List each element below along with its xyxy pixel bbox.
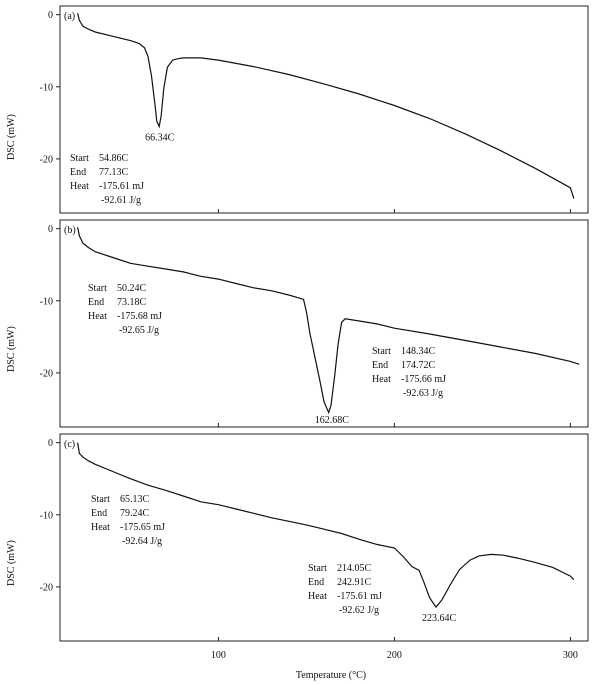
panel-b-ann-start-label: Start: [372, 346, 391, 357]
panel-b-annotation: Start 148.34C End 174.72C Heat -175.66 m…: [372, 346, 446, 399]
panel-b-frame: [59, 219, 589, 428]
panel-c-annotation: Start 214.05C End 242.91C Heat -175.61 m…: [308, 563, 382, 616]
panel-a-ann-end-label: End: [70, 167, 86, 178]
panel-c-side-start-label: Start: [91, 494, 110, 505]
panel-c-side-end-value: 79.24C: [120, 508, 150, 519]
panel-b-ylabel: DSC (mW): [6, 326, 17, 372]
panel-a-ann-start-label: Start: [70, 153, 89, 164]
x-tick-label: 200: [387, 650, 402, 661]
panel-b-ann-end-label: End: [372, 360, 388, 371]
panel-b-ann-end-value: 174.72C: [401, 360, 436, 371]
panel-b-yticks: 0 -10 -20: [40, 224, 60, 379]
panel-b-ann-heat-label: Heat: [372, 374, 391, 385]
panel-a-curve: [77, 13, 575, 199]
panel-c-ytick-label: 0: [48, 438, 53, 449]
panel-b-side-heat-value: -175.68 mJ: [117, 311, 162, 322]
x-axis-ticks: 100 200 300: [211, 209, 578, 661]
panel-c-yticks: 0 -10 -20: [40, 438, 60, 593]
panel-c-side-specific-heat: -92.64 J/g: [122, 536, 162, 547]
panel-b-ytick-label: 0: [48, 224, 53, 235]
panel-a-ylabel: DSC (mW): [6, 114, 17, 160]
panel-c-side-end-label: End: [91, 508, 107, 519]
panel-b-ytick-label: -20: [40, 368, 53, 379]
panel-c: (c) DSC (mW) 0 -10 -20 223.64C Start 65.13…: [6, 433, 589, 642]
panel-c-ann-heat-value: -175.61 mJ: [337, 591, 382, 602]
panel-a-ann-heat-label: Heat: [70, 181, 89, 192]
panel-a-frame: [59, 5, 589, 214]
panel-c-side-heat-label: Heat: [91, 522, 110, 533]
panel-c-ytick-label: -20: [40, 582, 53, 593]
panel-a-ann-heat-value: -175.61 mJ: [99, 181, 144, 192]
panel-b-ann-heat-value: -175.66 mJ: [401, 374, 446, 385]
panel-b-side-specific-heat: -92.65 J/g: [119, 325, 159, 336]
panel-b-side-start-label: Start: [88, 283, 107, 294]
panel-b-ytick-label: -10: [40, 296, 53, 307]
panel-a-peak-label: 66.34C: [145, 132, 175, 143]
panel-b-side-annotation: Start 50.24C End 73.18C Heat -175.68 mJ …: [88, 283, 162, 336]
panel-b-side-start-value: 50.24C: [117, 283, 147, 294]
panel-a-annotation: Start 54.86C End 77.13C Heat -175.61 mJ …: [70, 153, 144, 206]
panel-b-label: (b): [64, 225, 76, 236]
panel-c-ylabel: DSC (mW): [6, 540, 17, 586]
panel-c-ann-end-value: 242.91C: [337, 577, 372, 588]
panel-c-ytick-label: -10: [40, 510, 53, 521]
panel-a: (a) DSC (mW) 0 -10 -20 66.34C Start 54.86C…: [6, 5, 589, 214]
x-tick-label: 300: [563, 650, 578, 661]
panel-c-ann-start-label: Start: [308, 563, 327, 574]
panel-a-ann-specific-heat: -92.61 J/g: [101, 195, 141, 206]
panel-b-side-end-value: 73.18C: [117, 297, 147, 308]
panel-b-curve: [77, 227, 580, 415]
x-axis-label: Temperature (°C): [296, 670, 366, 681]
panel-c-side-heat-value: -175.65 mJ: [120, 522, 165, 533]
panel-c-ann-heat-label: Heat: [308, 591, 327, 602]
x-tick-label: 100: [211, 650, 226, 661]
panel-c-ann-end-label: End: [308, 577, 324, 588]
panel-a-ytick-label: -20: [40, 154, 53, 165]
panel-b-side-end-label: End: [88, 297, 104, 308]
panel-c-peak-label: 223.64C: [422, 613, 457, 624]
panel-c-side-annotation: Start 65.13C End 79.24C Heat -175.65 mJ …: [91, 494, 165, 547]
panel-a-label: (a): [64, 11, 75, 22]
panel-c-curve: [77, 442, 575, 609]
panel-b-ann-specific-heat: -92.63 J/g: [403, 388, 443, 399]
panel-a-ann-end-value: 77.13C: [99, 167, 129, 178]
panel-b-peak-label: 162.68C: [315, 415, 350, 426]
panel-c-ann-specific-heat: -92.62 J/g: [339, 605, 379, 616]
panel-c-ann-start-value: 214.05C: [337, 563, 372, 574]
panel-a-ytick-label: -10: [40, 82, 53, 93]
panel-c-label: (c): [64, 439, 75, 450]
panel-b: (b) DSC (mW) 0 -10 -20 162.68C Start 50.24…: [6, 219, 589, 428]
panel-c-side-start-value: 65.13C: [120, 494, 150, 505]
panel-b-ann-start-value: 148.34C: [401, 346, 436, 357]
panel-a-ann-start-value: 54.86C: [99, 153, 129, 164]
panel-b-side-heat-label: Heat: [88, 311, 107, 322]
panel-a-ytick-label: 0: [48, 10, 53, 21]
panel-a-yticks: 0 -10 -20: [40, 10, 60, 165]
panel-c-frame: [59, 433, 589, 642]
